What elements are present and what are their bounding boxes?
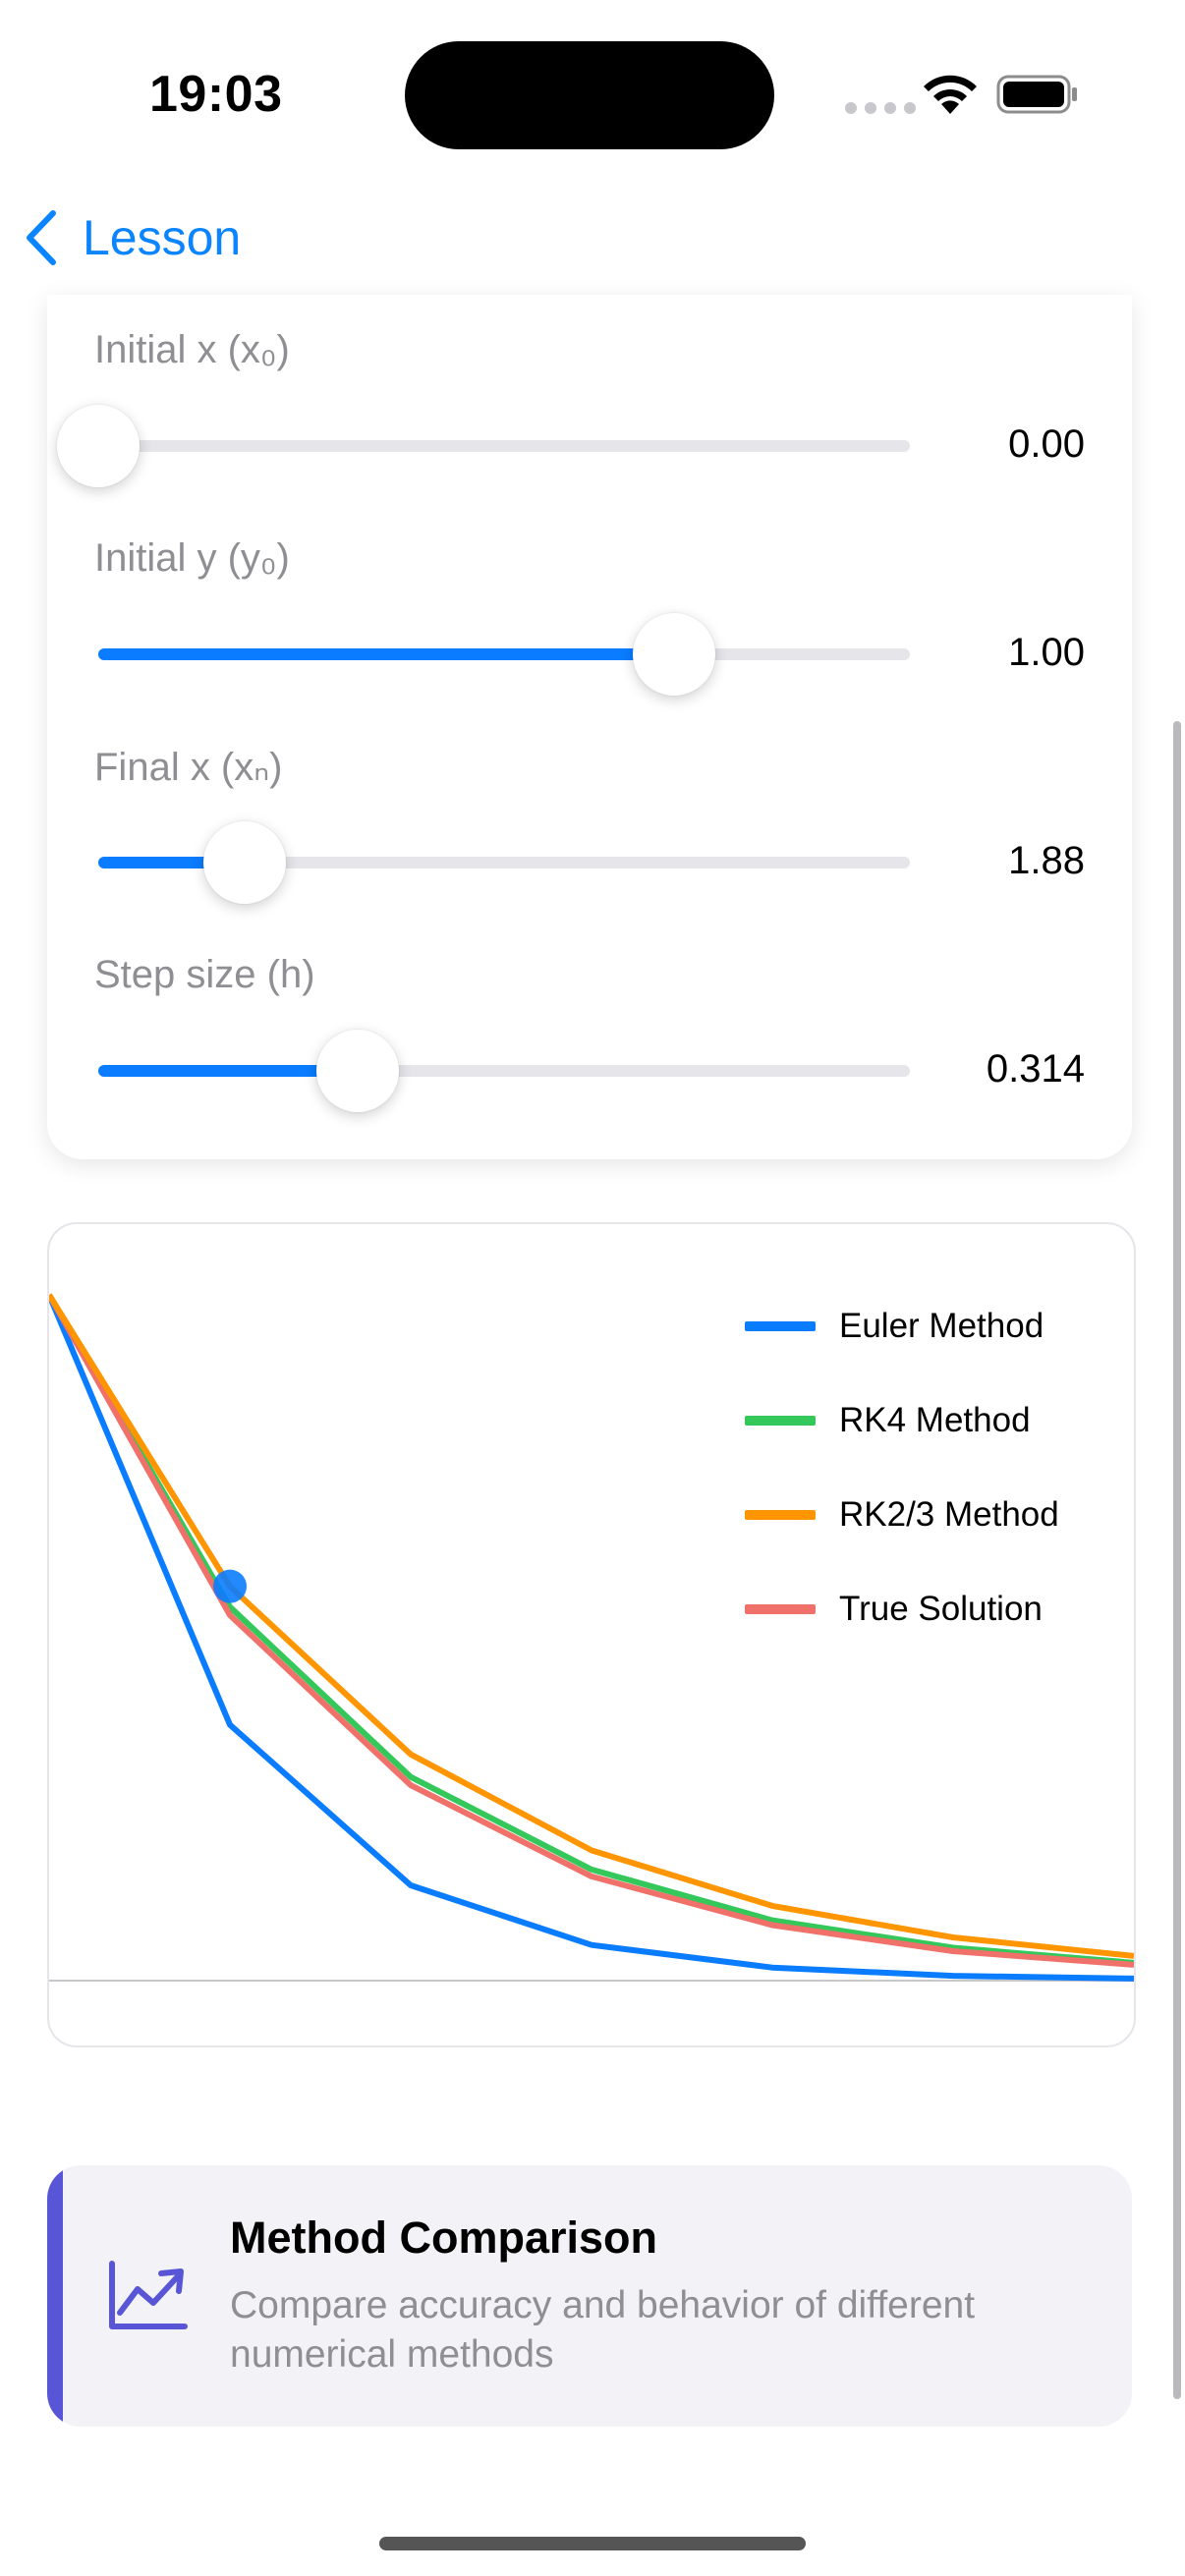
final-x-slider[interactable] xyxy=(98,821,910,904)
scroll-indicator xyxy=(1173,721,1181,2399)
legend-swatch-rk4 xyxy=(745,1416,816,1426)
final-x-label: Final x (xₙ) xyxy=(94,746,283,789)
method-comparison-card[interactable]: Method Comparison Compare accuracy and b… xyxy=(47,2165,1132,2427)
step-size-slider-fill xyxy=(98,1065,359,1077)
dynamic-island xyxy=(405,41,774,149)
legend-swatch-true xyxy=(745,1604,816,1614)
legend-item-euler: Euler Method xyxy=(745,1279,1059,1373)
initial-y-slider-fill xyxy=(98,648,675,660)
battery-icon xyxy=(996,75,1077,114)
legend-label-rk4: RK4 Method xyxy=(839,1401,1031,1439)
legend-label-euler: Euler Method xyxy=(839,1307,1044,1345)
legend-item-true: True Solution xyxy=(745,1562,1059,1656)
initial-x-slider-thumb[interactable] xyxy=(57,405,140,487)
chevron-left-icon xyxy=(27,210,56,265)
card-subtitle: Compare accuracy and behavior of differe… xyxy=(230,2284,976,2376)
initial-y-label: Initial y (y₀) xyxy=(94,536,290,580)
final-x-value: 1.88 xyxy=(1008,839,1085,882)
card-title: Method Comparison xyxy=(230,2212,657,2263)
back-button-label: Lesson xyxy=(83,210,242,265)
series-line-rk4 xyxy=(49,1293,1134,1966)
step-size-slider[interactable] xyxy=(98,1030,910,1112)
chart-legend: Euler Method RK4 Method RK2/3 Method Tru… xyxy=(745,1279,1059,1656)
card-accent-bar xyxy=(47,2165,63,2427)
solution-chart: Euler Method RK4 Method RK2/3 Method Tru… xyxy=(47,1222,1136,2047)
final-x-slider-thumb[interactable] xyxy=(202,821,286,904)
status-bar: 19:03 xyxy=(0,0,1185,187)
back-button[interactable]: Lesson xyxy=(22,200,241,275)
navigation-bar: Lesson xyxy=(0,187,1185,295)
parameters-card: Initial x (x₀) 0.00 Initial y (y₀) 1.00 … xyxy=(47,295,1132,1159)
step-size-slider-thumb[interactable] xyxy=(316,1030,400,1112)
chart-plot-area xyxy=(49,1293,1134,1982)
legend-label-true: True Solution xyxy=(839,1590,1043,1628)
initial-y-slider-thumb[interactable] xyxy=(633,613,716,696)
legend-label-rk23: RK2/3 Method xyxy=(839,1495,1059,1534)
wifi-icon xyxy=(924,75,977,114)
status-time: 19:03 xyxy=(149,66,283,123)
legend-swatch-euler xyxy=(745,1321,816,1331)
initial-x-label: Initial x (x₀) xyxy=(94,328,290,371)
series-line-euler xyxy=(49,1293,1134,1982)
selected-point-marker[interactable] xyxy=(213,1569,247,1603)
series-line-true-solution xyxy=(49,1293,1134,1968)
initial-y-value: 1.00 xyxy=(1008,631,1085,674)
initial-x-slider[interactable] xyxy=(57,405,910,487)
cellular-signal-icon xyxy=(845,102,916,114)
step-size-label: Step size (h) xyxy=(94,953,315,996)
legend-item-rk23: RK2/3 Method xyxy=(745,1468,1059,1562)
initial-x-value: 0.00 xyxy=(1008,422,1085,466)
legend-item-rk4: RK4 Method xyxy=(745,1373,1059,1468)
home-indicator xyxy=(379,2537,806,2550)
chart-line-uptrend-icon xyxy=(109,2261,188,2329)
step-size-value: 0.314 xyxy=(986,1047,1085,1091)
legend-swatch-rk23 xyxy=(745,1510,816,1520)
initial-y-slider[interactable] xyxy=(98,613,910,696)
